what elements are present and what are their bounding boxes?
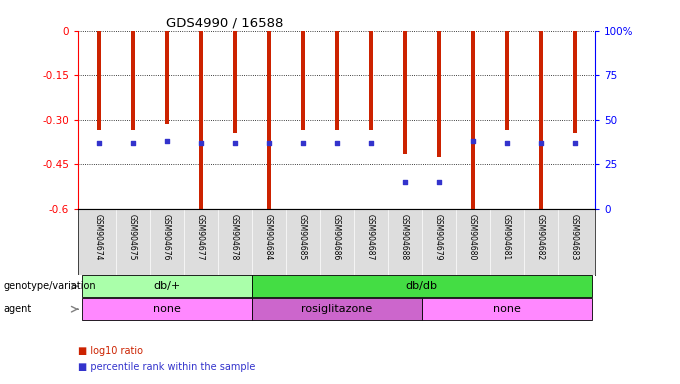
Point [93,140,104,146]
Text: GSM904686: GSM904686 [332,214,341,260]
Bar [505,31,509,130]
Text: GSM904674: GSM904674 [94,214,103,260]
Bar [471,31,475,209]
Text: GSM904684: GSM904684 [264,214,273,260]
Text: db/+: db/+ [153,281,180,291]
Bar [82,298,252,320]
Bar [131,31,135,130]
Bar [267,31,271,209]
Text: GSM904682: GSM904682 [536,214,545,260]
Text: GSM904683: GSM904683 [570,214,579,260]
Bar [539,31,543,209]
Text: GSM904677: GSM904677 [196,214,205,260]
Point [535,140,546,146]
Point [229,140,240,146]
Point [399,179,410,185]
Text: GSM904678: GSM904678 [230,214,239,260]
Point [467,138,478,144]
Bar [403,31,407,154]
Text: GSM904685: GSM904685 [298,214,307,260]
Text: GSM904681: GSM904681 [502,214,511,260]
Text: GDS4990 / 16588: GDS4990 / 16588 [166,17,284,30]
Bar [165,31,169,124]
Point [127,140,138,146]
Point [501,140,512,146]
Text: none: none [153,304,180,314]
Bar [233,31,237,133]
Bar [301,31,305,130]
Bar [437,31,441,157]
Text: rosiglitazone: rosiglitazone [301,304,372,314]
Text: GSM904679: GSM904679 [434,214,443,260]
Text: none: none [493,304,520,314]
Text: GSM904676: GSM904676 [162,214,171,260]
Text: GSM904675: GSM904675 [128,214,137,260]
Bar [82,275,252,297]
Text: db/db: db/db [405,281,438,291]
Text: ■ percentile rank within the sample: ■ percentile rank within the sample [78,362,256,372]
Text: ■ log10 ratio: ■ log10 ratio [78,346,143,356]
Point [195,140,206,146]
Bar [422,298,592,320]
Bar [252,275,592,297]
Bar [252,298,422,320]
Text: GSM904680: GSM904680 [468,214,477,260]
Bar [97,31,101,130]
Bar [369,31,373,130]
Text: GSM904687: GSM904687 [366,214,375,260]
Bar [199,31,203,209]
Point [331,140,342,146]
Point [263,140,274,146]
Point [297,140,308,146]
Point [161,138,172,144]
Text: agent: agent [3,304,32,314]
Text: GSM904688: GSM904688 [400,214,409,260]
Point [569,140,580,146]
Bar [335,31,339,130]
Point [433,179,444,185]
Point [365,140,376,146]
Text: genotype/variation: genotype/variation [3,281,96,291]
Bar [573,31,577,133]
